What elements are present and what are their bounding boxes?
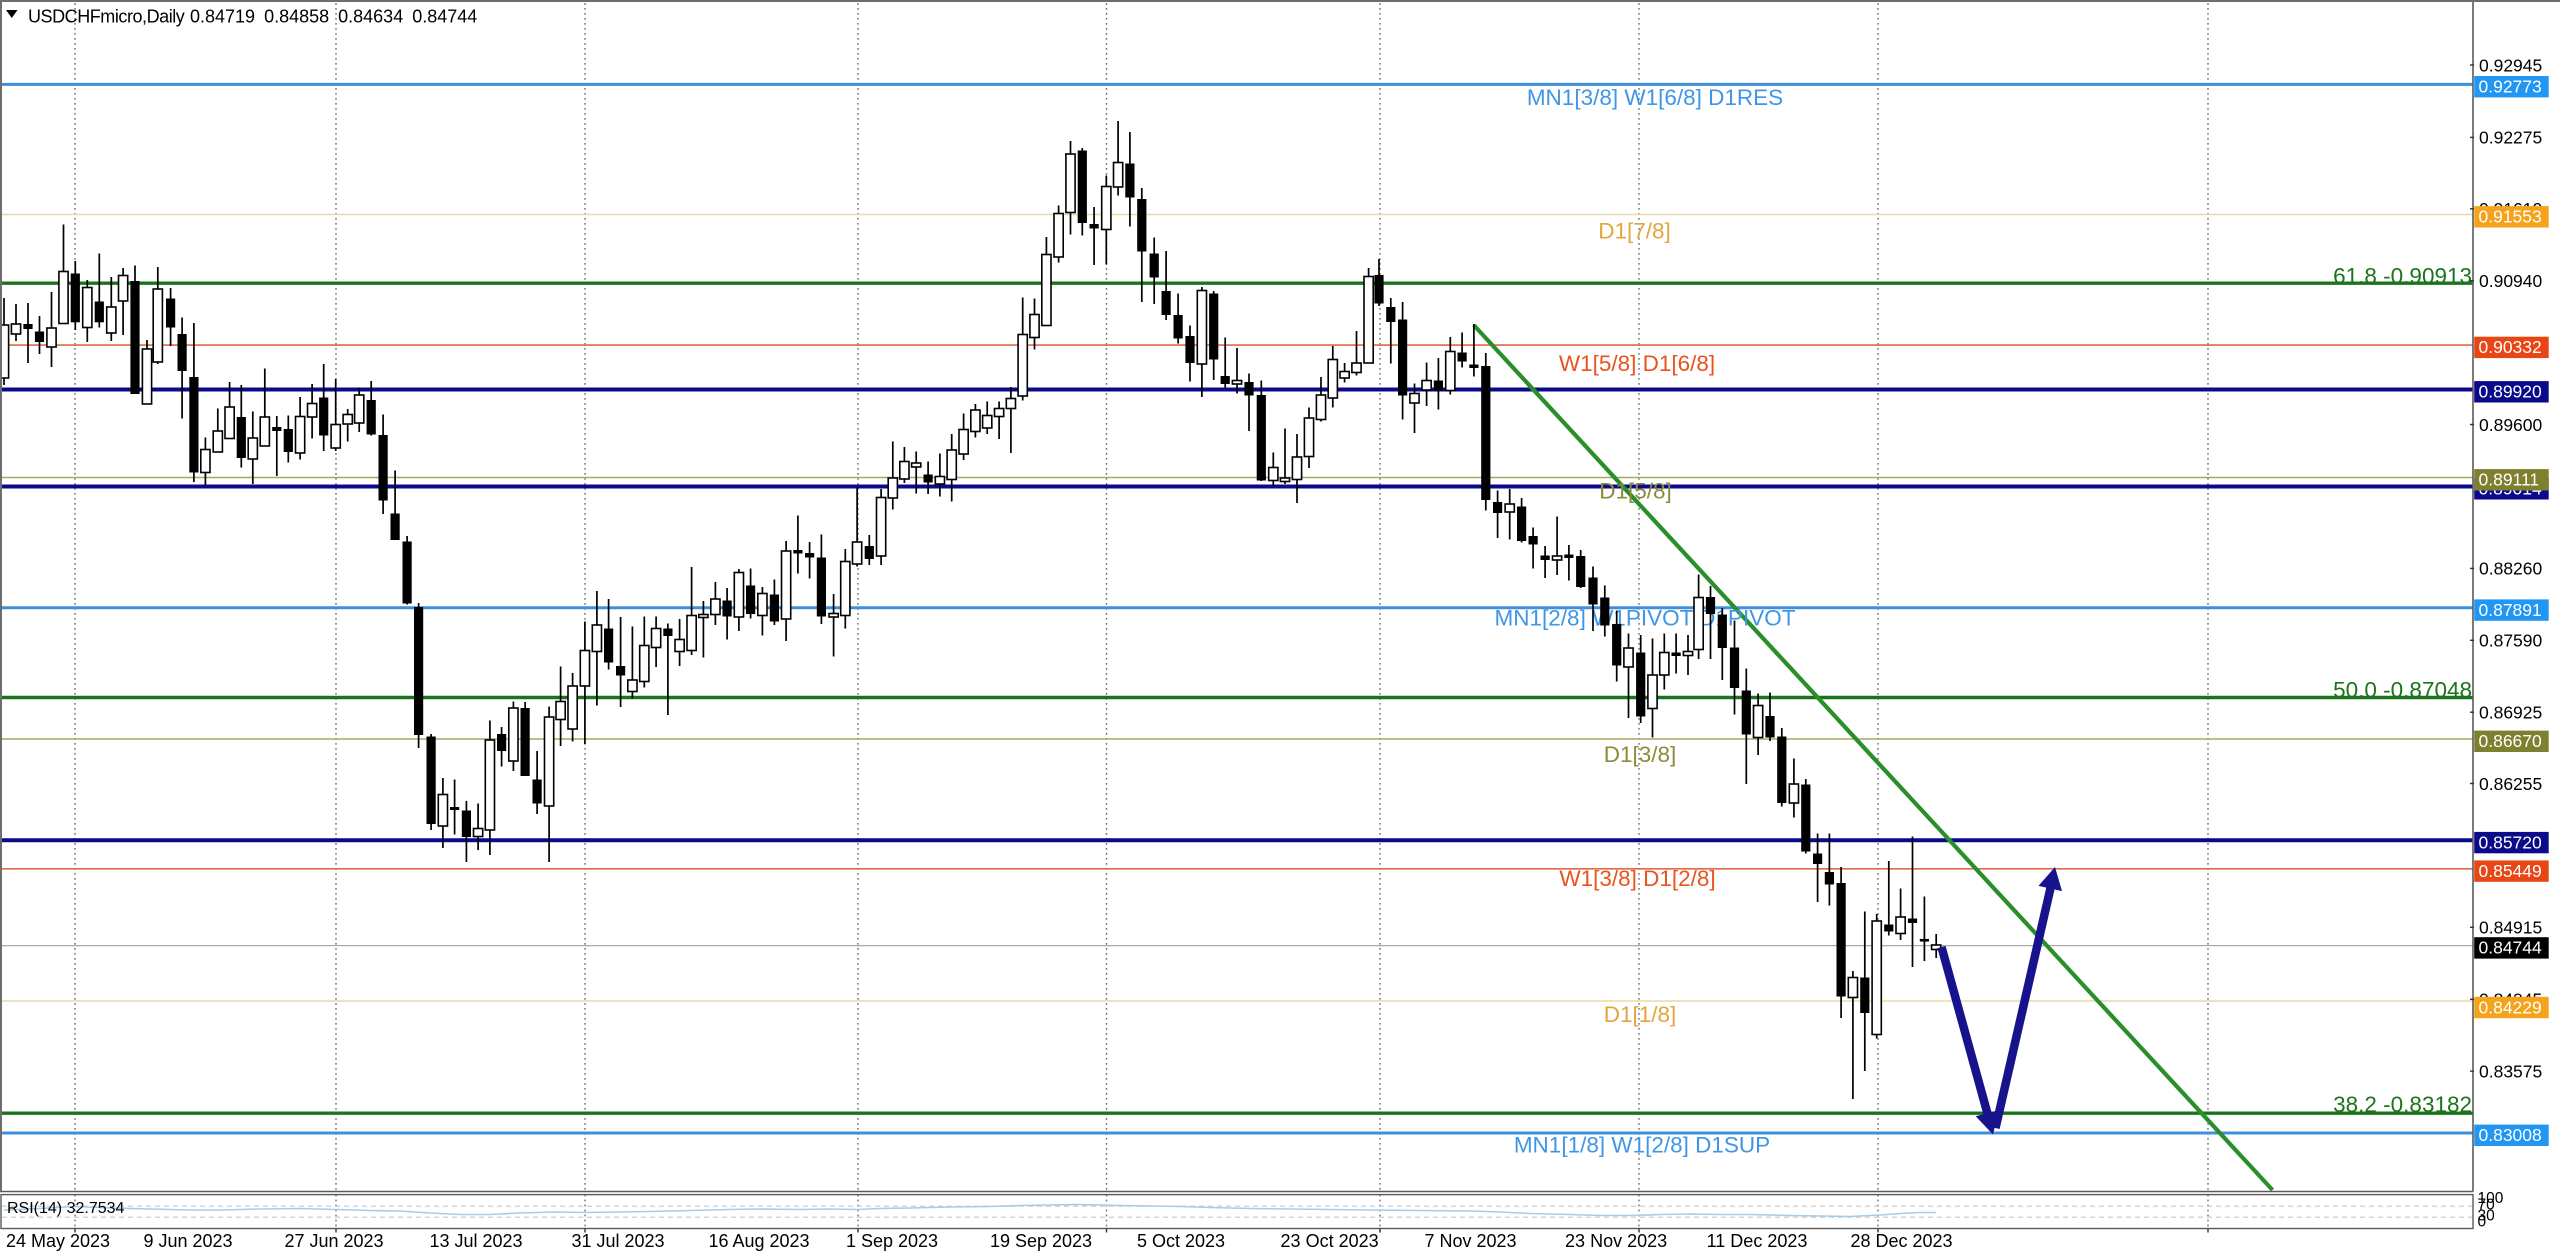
svg-text:27 Jun 2023: 27 Jun 2023 [284, 1231, 383, 1251]
svg-text:16 Aug 2023: 16 Aug 2023 [708, 1231, 809, 1251]
svg-text:0.92945: 0.92945 [2479, 55, 2542, 75]
svg-text:19 Sep 2023: 19 Sep 2023 [990, 1231, 1092, 1251]
svg-text:30: 30 [2478, 1208, 2496, 1225]
svg-text:0.90332: 0.90332 [2479, 337, 2542, 357]
svg-text:W1[3/8] D1[2/8]: W1[3/8] D1[2/8] [1559, 866, 1715, 891]
svg-text:0: 0 [2478, 1214, 2487, 1231]
svg-text:0.83008: 0.83008 [2479, 1125, 2542, 1145]
svg-text:23 Oct 2023: 23 Oct 2023 [1281, 1231, 1379, 1251]
svg-text:1 Sep 2023: 1 Sep 2023 [846, 1231, 938, 1251]
svg-text:0.92275: 0.92275 [2479, 128, 2542, 148]
svg-text:RSI(14) 32.7534: RSI(14) 32.7534 [7, 1200, 125, 1217]
svg-text:23 Nov 2023: 23 Nov 2023 [1565, 1231, 1667, 1251]
svg-text:MN1[2/8] W1PIVOT D1PIVOT: MN1[2/8] W1PIVOT D1PIVOT [1495, 606, 1796, 631]
svg-text:24 May 2023: 24 May 2023 [6, 1231, 110, 1251]
svg-text:28 Dec 2023: 28 Dec 2023 [1850, 1231, 1952, 1251]
svg-text:11 Dec 2023: 11 Dec 2023 [1707, 1231, 1808, 1251]
svg-text:7 Nov 2023: 7 Nov 2023 [1424, 1231, 1516, 1251]
svg-text:38.2 -0.83182: 38.2 -0.83182 [2333, 1092, 2472, 1117]
svg-text:0.83575: 0.83575 [2479, 1061, 2542, 1081]
svg-text:D1[1/8]: D1[1/8] [1604, 1002, 1677, 1027]
svg-text:0.84719 0.84858 0.84634 0.8474: 0.84719 0.84858 0.84634 0.84744 [190, 7, 477, 27]
svg-text:D1[7/8]: D1[7/8] [1598, 219, 1671, 244]
svg-text:0.90940: 0.90940 [2479, 271, 2543, 291]
svg-text:13 Jul 2023: 13 Jul 2023 [429, 1231, 522, 1251]
svg-text:W1[5/8] D1[6/8]: W1[5/8] D1[6/8] [1559, 351, 1715, 376]
svg-text:0.86255: 0.86255 [2479, 774, 2542, 794]
svg-text:5 Oct 2023: 5 Oct 2023 [1137, 1231, 1225, 1251]
svg-text:100: 100 [2478, 1190, 2504, 1207]
svg-text:0.89111: 0.89111 [2479, 470, 2540, 490]
svg-text:0.85720: 0.85720 [2479, 832, 2543, 852]
svg-text:0.86670: 0.86670 [2479, 731, 2543, 751]
svg-text:MN1[1/8] W1[2/8] D1SUP: MN1[1/8] W1[2/8] D1SUP [1514, 1133, 1770, 1158]
svg-text:0.84915: 0.84915 [2479, 918, 2542, 938]
svg-text:50.0 -0.87048: 50.0 -0.87048 [2333, 678, 2472, 703]
svg-text:0.89920: 0.89920 [2479, 382, 2543, 402]
svg-text:0.87891: 0.87891 [2479, 600, 2542, 620]
svg-text:0.89600: 0.89600 [2479, 415, 2543, 435]
svg-text:0.84229: 0.84229 [2479, 997, 2542, 1017]
svg-text:0.88260: 0.88260 [2479, 559, 2543, 579]
svg-text:0.85449: 0.85449 [2479, 861, 2542, 881]
svg-text:0.84744: 0.84744 [2479, 938, 2543, 958]
svg-text:D1[5/8]: D1[5/8] [1599, 479, 1672, 504]
svg-text:0.87590: 0.87590 [2479, 631, 2543, 651]
svg-text:31 Jul 2023: 31 Jul 2023 [571, 1231, 664, 1251]
svg-text:0.91553: 0.91553 [2479, 207, 2542, 227]
svg-text:9 Jun 2023: 9 Jun 2023 [143, 1231, 232, 1251]
svg-text:70: 70 [2478, 1197, 2496, 1214]
svg-text:D1[3/8]: D1[3/8] [1604, 742, 1677, 767]
svg-text:USDCHFmicro,Daily: USDCHFmicro,Daily [28, 7, 185, 27]
svg-text:0.92773: 0.92773 [2479, 77, 2542, 97]
svg-text:61.8 -0.90913: 61.8 -0.90913 [2333, 264, 2472, 289]
svg-text:MN1[3/8] W1[6/8] D1RES: MN1[3/8] W1[6/8] D1RES [1527, 85, 1783, 110]
svg-text:0.86925: 0.86925 [2479, 703, 2542, 723]
